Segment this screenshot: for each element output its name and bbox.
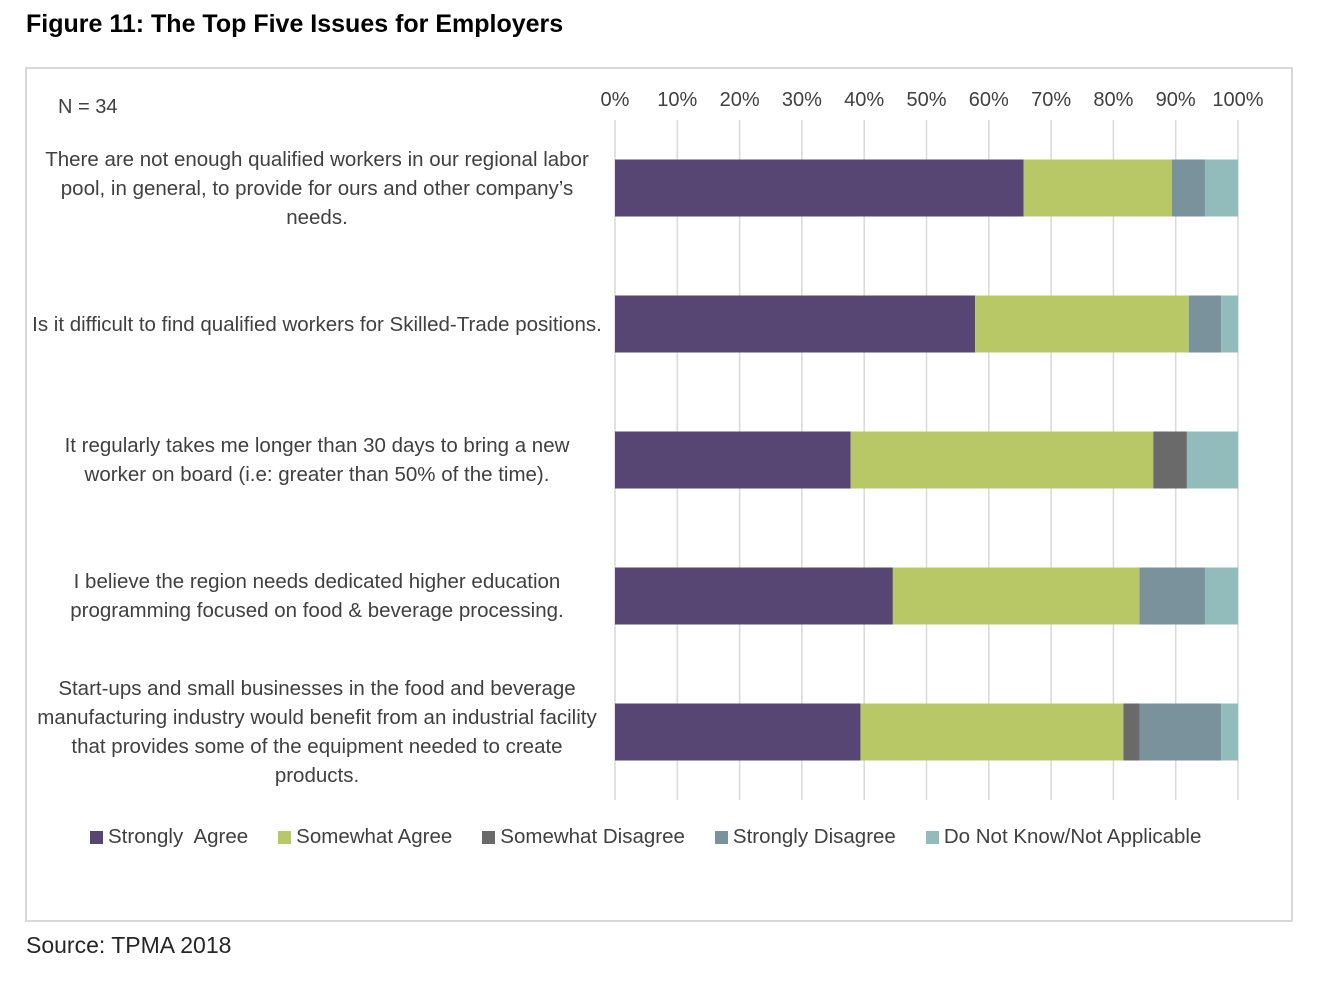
- x-tick-label: 90%: [1156, 89, 1196, 111]
- legend-item: Strongly Disagree: [714, 825, 896, 849]
- x-tick-label: 0%: [601, 89, 630, 111]
- category-label: There are not enough qualified workers i…: [45, 147, 589, 229]
- bar-segment: [615, 159, 1024, 217]
- bar-segment: [1023, 159, 1172, 217]
- chart-legend: Strongly Agree Somewhat Agree Somewhat Dis…: [90, 823, 1201, 851]
- legend-swatch: [278, 830, 292, 844]
- bar-segment: [892, 567, 1140, 625]
- bar-segment: [1221, 295, 1238, 353]
- bars: [615, 159, 1238, 761]
- category-label: I believe the region needs dedicated hig…: [70, 570, 564, 622]
- legend-swatch: [925, 830, 939, 844]
- bar-segment: [1221, 703, 1238, 761]
- x-tick-label: 100%: [1212, 89, 1263, 111]
- bar-segment: [1139, 703, 1222, 761]
- legend-label: Somewhat Agree: [296, 825, 453, 848]
- category-label: It regularly takes me longer than 30 day…: [64, 434, 570, 486]
- legend-label: Strongly Agree: [108, 825, 249, 848]
- legend-item: Somewhat Disagree: [482, 825, 685, 849]
- bar-segment: [1188, 295, 1222, 353]
- sample-size-label: N = 34: [58, 96, 118, 118]
- legend-label: Somewhat Disagree: [500, 825, 685, 848]
- bar-segment: [1204, 567, 1238, 625]
- legend-swatch: [90, 830, 103, 844]
- bar-segment: [615, 703, 861, 761]
- bar-segment: [1186, 431, 1238, 489]
- x-axis-tick-labels: 0% 10% 20% 30% 40% 50% 60% 70% 80% 90% 100%: [601, 89, 1264, 111]
- category-label: Is it difficult to find qualified worker…: [32, 312, 602, 336]
- bar-segment: [1139, 567, 1205, 625]
- legend-label: Strongly Disagree: [732, 825, 896, 848]
- x-tick-label: 50%: [906, 89, 946, 111]
- legend-swatch: [714, 830, 728, 844]
- x-tick-label: 20%: [720, 89, 760, 111]
- legend-item: Somewhat Agree: [278, 825, 452, 849]
- legend-item: Do Not Know/Not Applicable: [925, 825, 1202, 849]
- bar-segment: [615, 567, 893, 625]
- figure-title: Figure 11: The Top Five Issues for Emplo…: [26, 10, 564, 38]
- bar-segment: [615, 295, 976, 353]
- x-tick-label: 60%: [969, 89, 1009, 111]
- bar-segment: [1123, 703, 1140, 761]
- legend-label: Do Not Know/Not Applicable: [943, 825, 1202, 848]
- x-tick-label: 10%: [657, 89, 697, 111]
- source-note: Source: TPMA 2018: [26, 932, 232, 958]
- legend-item: Strongly Agree: [90, 825, 248, 849]
- x-tick-label: 80%: [1093, 89, 1133, 111]
- bar-segment: [975, 295, 1189, 353]
- category-label: Start-ups and small businesses in the fo…: [37, 677, 597, 787]
- x-tick-label: 30%: [782, 89, 822, 111]
- legend-swatch: [482, 830, 496, 844]
- bar-segment: [850, 431, 1154, 489]
- bar-segment: [1171, 159, 1205, 217]
- x-tick-label: 40%: [844, 89, 884, 111]
- x-tick-label: 70%: [1031, 89, 1071, 111]
- bar-segment: [860, 703, 1124, 761]
- bar-segment: [615, 431, 851, 489]
- bar-segment: [1153, 431, 1187, 489]
- bar-segment: [1204, 159, 1238, 217]
